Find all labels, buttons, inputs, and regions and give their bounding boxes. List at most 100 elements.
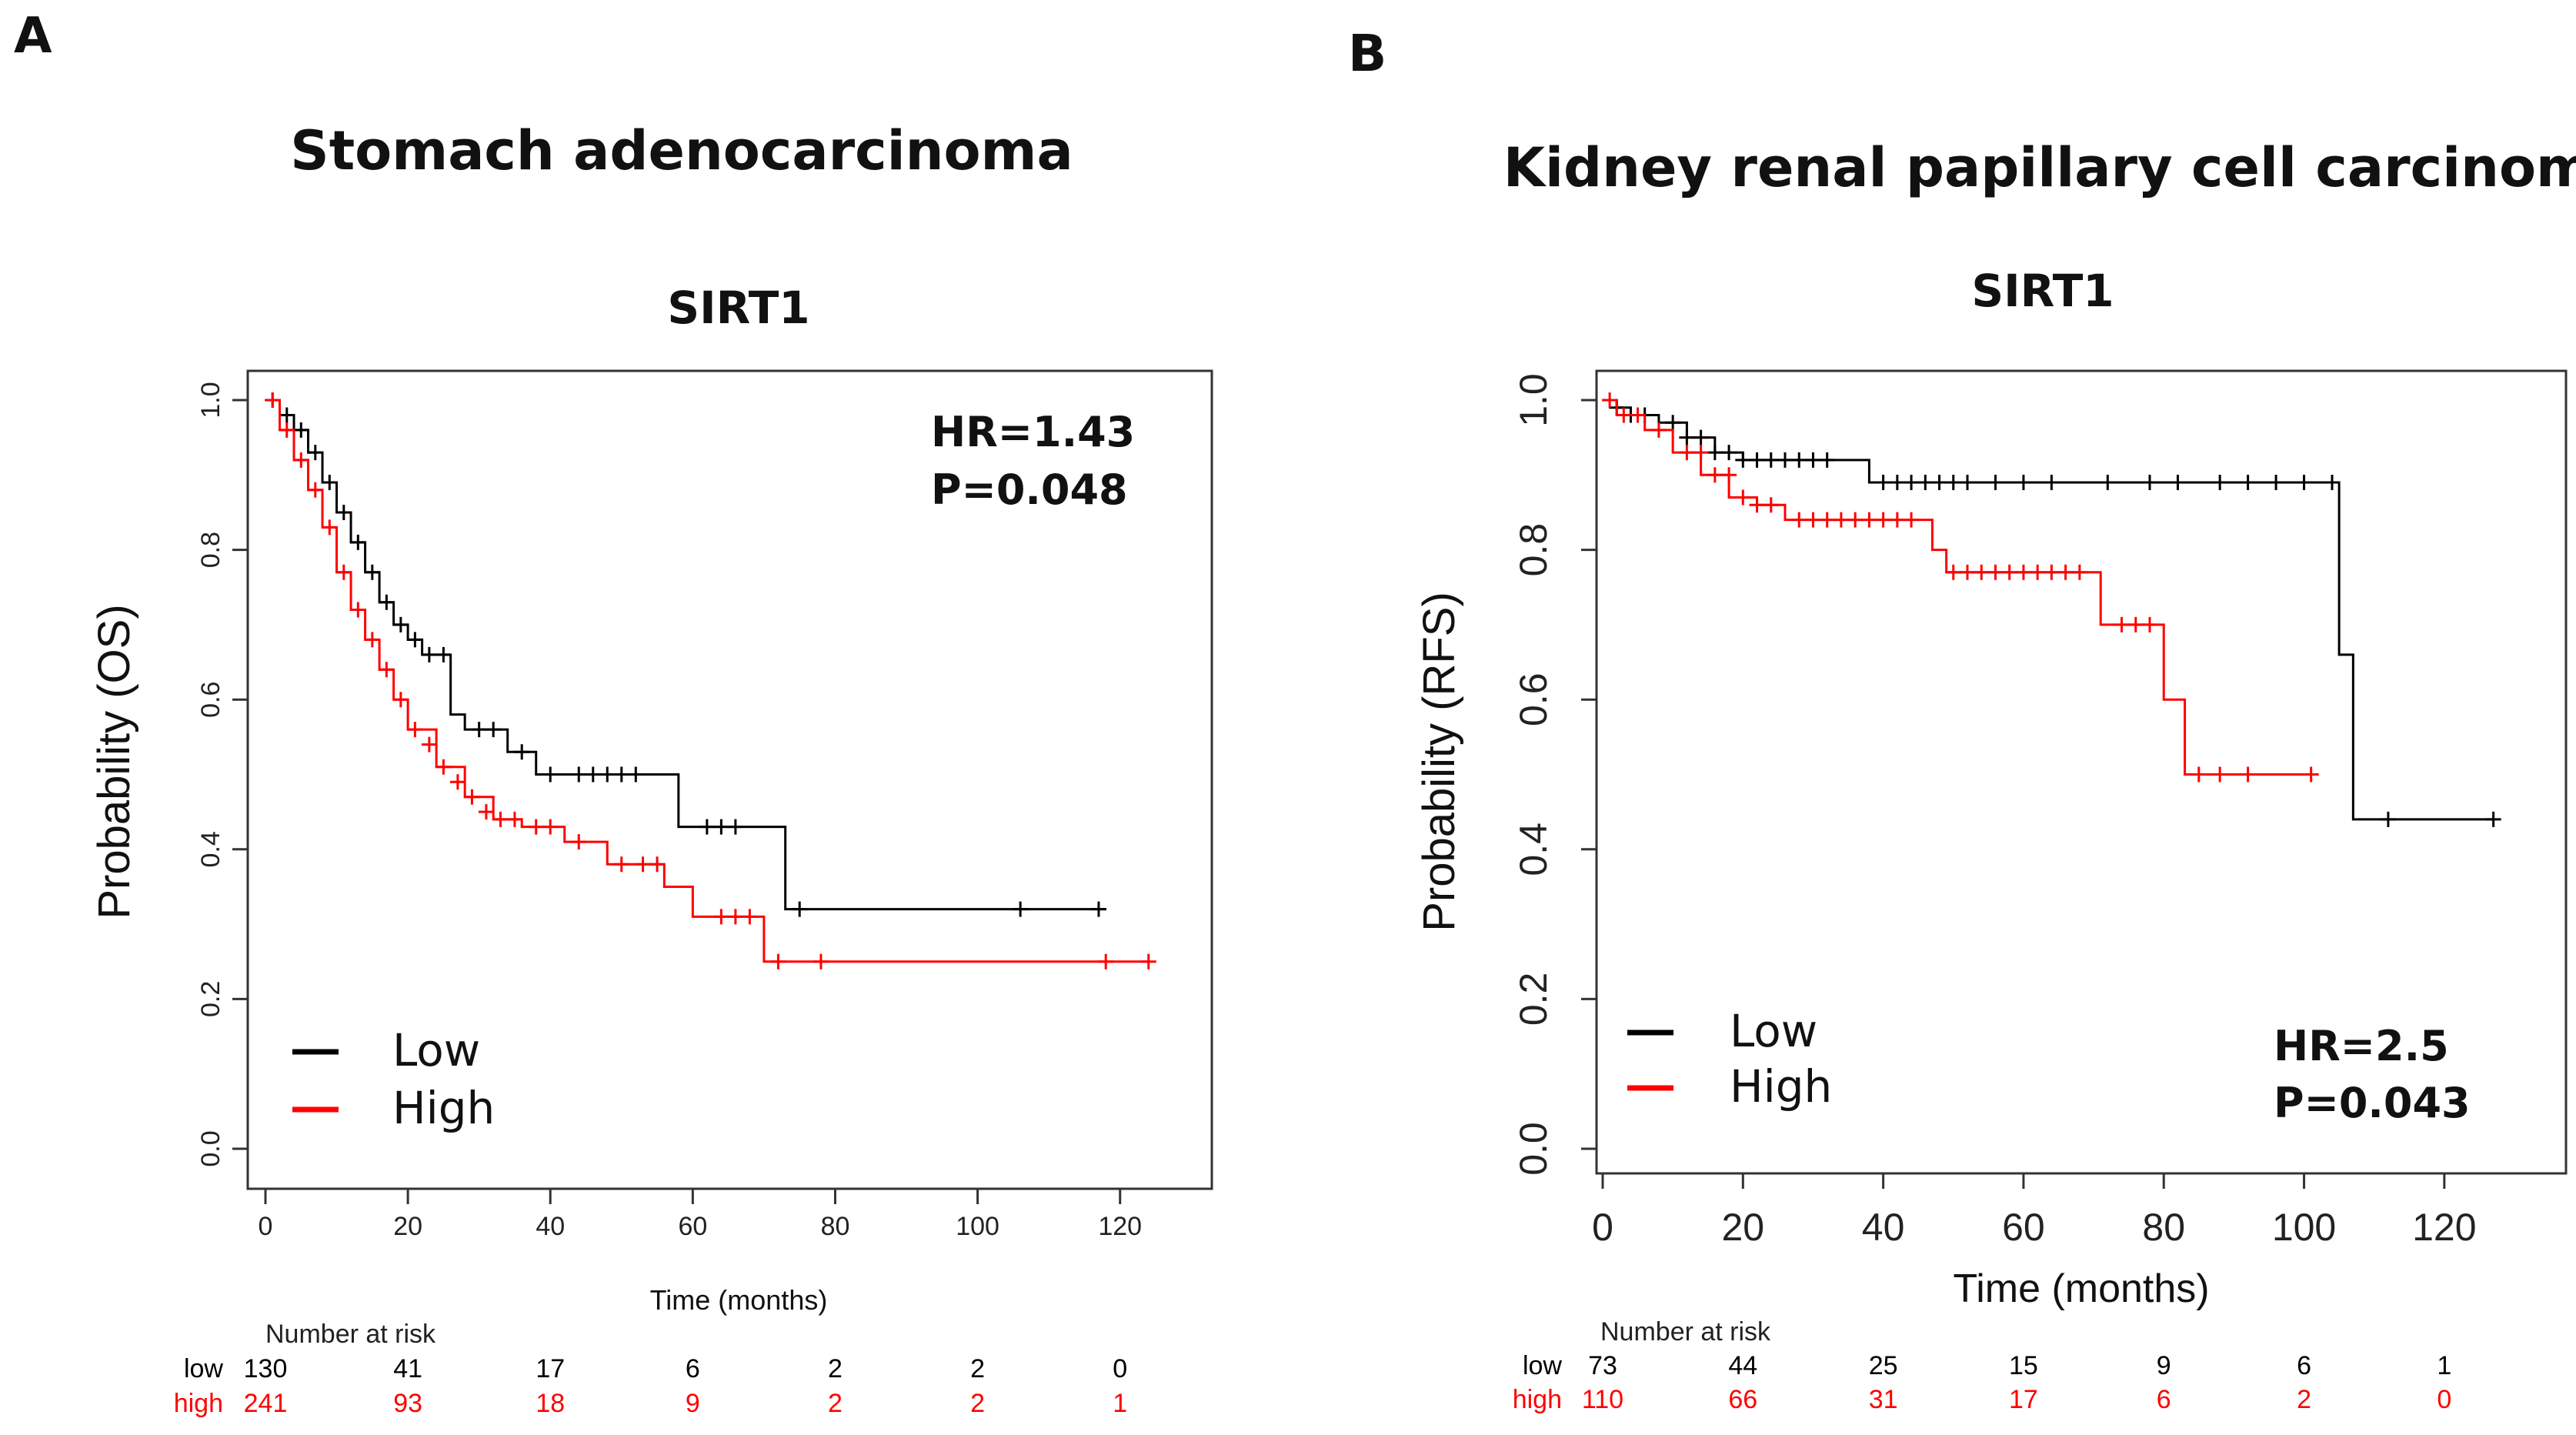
panel-b-censor-mark-low	[2100, 475, 2116, 491]
panel-a-hr-value: HR=1.43	[931, 408, 1135, 456]
panel-b-censor-mark-high	[2001, 564, 2017, 580]
panel-b-y-tick-label: 0.6	[1512, 672, 1555, 726]
panel-b-risk-low-value: 6	[2297, 1351, 2311, 1380]
panel-a-risk-low-value: 17	[536, 1354, 565, 1383]
panel-a-risk-low-value: 6	[686, 1354, 700, 1383]
panel-b-x-tick-label: 0	[1592, 1206, 1613, 1249]
panel-b-censor-mark-high	[2015, 564, 2031, 580]
panel-b-censor-mark-high	[1847, 512, 1864, 528]
panel-a-censor-mark-low	[585, 766, 601, 783]
panel-a-censor-mark-low	[727, 819, 743, 835]
panel-b-legend-label-low: Low	[1730, 1005, 1817, 1057]
panel-a-x-tick-label: 100	[956, 1212, 999, 1241]
panel-b-censor-mark-high	[1679, 445, 1695, 461]
panel-b-y-tick-label: 0.0	[1512, 1122, 1555, 1176]
panel-a-x-tick-label: 20	[393, 1212, 422, 1241]
panel-a-censor-mark-low	[392, 616, 409, 632]
panel-b-y-axis-label: Probability (RFS)	[1414, 592, 1464, 932]
panel-a-risk-high-value: 18	[536, 1389, 565, 1418]
panel-b-censor-mark-high	[2303, 766, 2319, 783]
panel-a-censor-mark-low	[792, 901, 808, 917]
panel-a-censor-mark-high	[322, 519, 338, 536]
panel-b-x-tick-label: 100	[2272, 1206, 2336, 1249]
panel-b-censor-mark-low	[1987, 475, 2004, 491]
panel-b-censor-mark-high	[2191, 766, 2207, 783]
panel-b-censor-mark-low	[1945, 475, 1961, 491]
panel-b-censor-mark-high	[1693, 445, 1709, 461]
panel-a-censor-mark-high	[379, 662, 395, 678]
panel-a-risk-low-value: 130	[244, 1354, 288, 1383]
panel-b-censor-mark-high	[1749, 497, 1765, 513]
panel-b-censor-mark-high	[1707, 467, 1723, 483]
panel-b-x-tick-label: 40	[1862, 1206, 1905, 1249]
panel-a-censor-mark-low	[307, 445, 323, 461]
panel-a-censor-mark-low	[514, 744, 530, 760]
panel-a-x-tick-label: 40	[536, 1212, 565, 1241]
panel-a-x-tick-label: 0	[259, 1212, 273, 1241]
panel-a-censor-mark-low	[421, 646, 437, 662]
panel-b-censor-mark-high	[1861, 512, 1877, 528]
panel-b-censor-mark-low	[1679, 429, 1695, 446]
panel-b-p-value: P=0.043	[2274, 1079, 2471, 1127]
panel-a-censor-mark-low	[542, 766, 559, 783]
panel-b-y-tick-label: 0.2	[1512, 973, 1555, 1026]
panel-a-censor-mark-high	[713, 909, 729, 925]
panel-b-x-tick-label: 20	[1721, 1206, 1764, 1249]
panel-b-legend-label-high: High	[1730, 1060, 1832, 1113]
panel-a-y-tick-label: 0.6	[196, 682, 225, 718]
panel-b-risk-low-value: 1	[2437, 1351, 2451, 1380]
panel-b-x-tick-label: 60	[2002, 1206, 2045, 1249]
panel-a-censor-mark-high	[770, 953, 786, 969]
panel-b-censor-mark-high	[1987, 564, 2004, 580]
panel-a-censor-mark-high	[727, 909, 743, 925]
panel-a-censor-mark-high	[478, 804, 494, 820]
panel-b-censor-mark-low	[2212, 475, 2228, 491]
panel-b-censor-mark-low	[1819, 452, 1835, 468]
panel-a-y-tick-label: 0.2	[196, 981, 225, 1017]
panel-b-risk-row-label-low: low	[1523, 1351, 1562, 1380]
panel-a-risk-low-value: 41	[393, 1354, 422, 1383]
panel-a-censor-mark-low	[471, 722, 487, 738]
panel-b-censor-mark-low	[1917, 475, 1934, 491]
panel-a-y-tick-label: 0.4	[196, 831, 225, 867]
panel-b-censor-mark-low	[2268, 475, 2284, 491]
panel-b-risk-low-value: 15	[2009, 1351, 2038, 1380]
panel-b-censor-mark-high	[1763, 497, 1779, 513]
panel-b-censor-mark-low	[2044, 475, 2060, 491]
panel-a-risk-high-value: 2	[828, 1389, 843, 1418]
panel-b-censor-mark-low	[2240, 475, 2256, 491]
panel-b-censor-mark-high	[1904, 512, 1920, 528]
panel-b-censor-mark-high	[1791, 512, 1807, 528]
panel-a-x-axis-label: Time (months)	[650, 1284, 828, 1316]
panel-a-risk-low-value: 2	[970, 1354, 985, 1383]
panel-b-censor-mark-low	[2296, 475, 2312, 491]
panel-a-censor-mark-high	[307, 482, 323, 498]
panel-b-censor-mark-low	[1665, 415, 1681, 431]
panel-b-censor-mark-low	[2324, 475, 2340, 491]
panel-a-censor-mark-high	[635, 856, 651, 873]
panel-b-censor-mark-low	[1805, 452, 1821, 468]
panel-b-risk-low-value: 73	[1588, 1351, 1617, 1380]
panel-a-risk-row-label-high: high	[174, 1389, 223, 1418]
panel-a-censor-mark-low	[279, 407, 295, 423]
panel-a-censor-mark-low	[435, 646, 452, 662]
panel-b-censor-mark-high	[1960, 564, 1975, 580]
panel-a-legend-label-low: Low	[392, 1024, 480, 1076]
panel-a-censor-mark-high	[649, 856, 666, 873]
panel-b-censor-mark-high	[2044, 564, 2060, 580]
panel-b-risk-high-value: 6	[2157, 1385, 2171, 1414]
panel-b-censor-mark-low	[1721, 445, 1737, 461]
panel-a-censor-mark-high	[435, 759, 452, 775]
panel-a-censor-mark-high	[364, 632, 380, 648]
panel-a-censor-mark-high	[449, 774, 465, 790]
panel-b-censor-mark-high	[1889, 512, 1905, 528]
panel-b-y-tick-label: 1.0	[1512, 373, 1555, 427]
panel-a-censor-mark-high	[613, 856, 629, 873]
panel-a-risk-header: Number at risk	[265, 1320, 436, 1349]
panel-b-censor-mark-low	[1791, 452, 1807, 468]
panel-a-censor-mark-low	[628, 766, 644, 783]
panel-a-censor-mark-high	[279, 422, 295, 438]
panel-b-censor-mark-low	[1931, 475, 1947, 491]
panel-b-censor-mark-high	[1721, 467, 1737, 483]
panel-b-x-tick-label: 80	[2142, 1206, 2185, 1249]
